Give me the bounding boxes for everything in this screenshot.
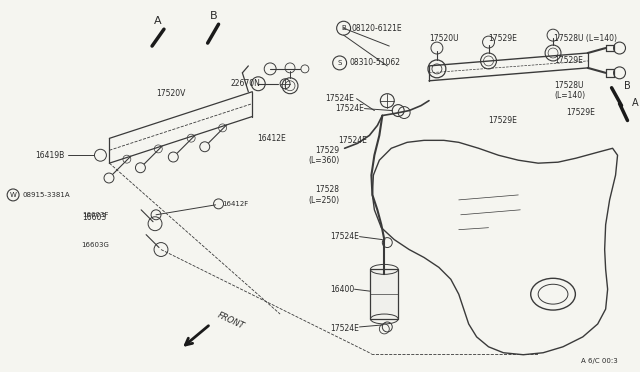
Text: A: A (632, 97, 638, 108)
Text: 17524E: 17524E (339, 136, 367, 145)
Text: 17524E: 17524E (331, 232, 360, 241)
Text: 17529
(L=360): 17529 (L=360) (308, 145, 340, 165)
Text: 08310-51062: 08310-51062 (349, 58, 401, 67)
Text: 16400: 16400 (330, 285, 355, 294)
Text: B: B (623, 81, 630, 91)
Text: 16412E: 16412E (257, 134, 286, 143)
Text: A: A (154, 16, 162, 26)
Text: 16412F: 16412F (223, 201, 249, 207)
Text: 16603G: 16603G (81, 241, 109, 247)
Text: 17529E: 17529E (488, 116, 517, 125)
Text: 17520V: 17520V (156, 89, 186, 98)
Text: 17529E: 17529E (488, 33, 517, 43)
Text: 17528U (L=140): 17528U (L=140) (554, 33, 617, 43)
Text: 17528U
(L=140): 17528U (L=140) (554, 81, 585, 100)
Text: 16419B: 16419B (35, 151, 64, 160)
Text: 17528
(L=250): 17528 (L=250) (308, 185, 340, 205)
Text: B: B (341, 25, 346, 31)
Bar (371, 269, 398, 319)
Text: 08120-6121E: 08120-6121E (351, 24, 402, 33)
Text: A 6/C 00:3: A 6/C 00:3 (581, 357, 618, 364)
Text: FRONT: FRONT (216, 311, 246, 331)
Text: S: S (337, 60, 342, 66)
Text: 17529E: 17529E (566, 108, 595, 117)
Text: 16603F: 16603F (82, 212, 108, 218)
Text: 17524E: 17524E (331, 324, 360, 333)
Text: 08915-3381A: 08915-3381A (22, 192, 70, 198)
Text: 17520U: 17520U (429, 33, 459, 43)
Text: B: B (210, 11, 218, 21)
Text: 16603: 16603 (82, 213, 106, 222)
Text: 17524E: 17524E (326, 94, 355, 103)
Text: 17524E: 17524E (335, 104, 364, 113)
Text: 22670N: 22670N (230, 79, 260, 88)
Text: W: W (10, 192, 17, 198)
Text: 17529E: 17529E (554, 57, 583, 65)
